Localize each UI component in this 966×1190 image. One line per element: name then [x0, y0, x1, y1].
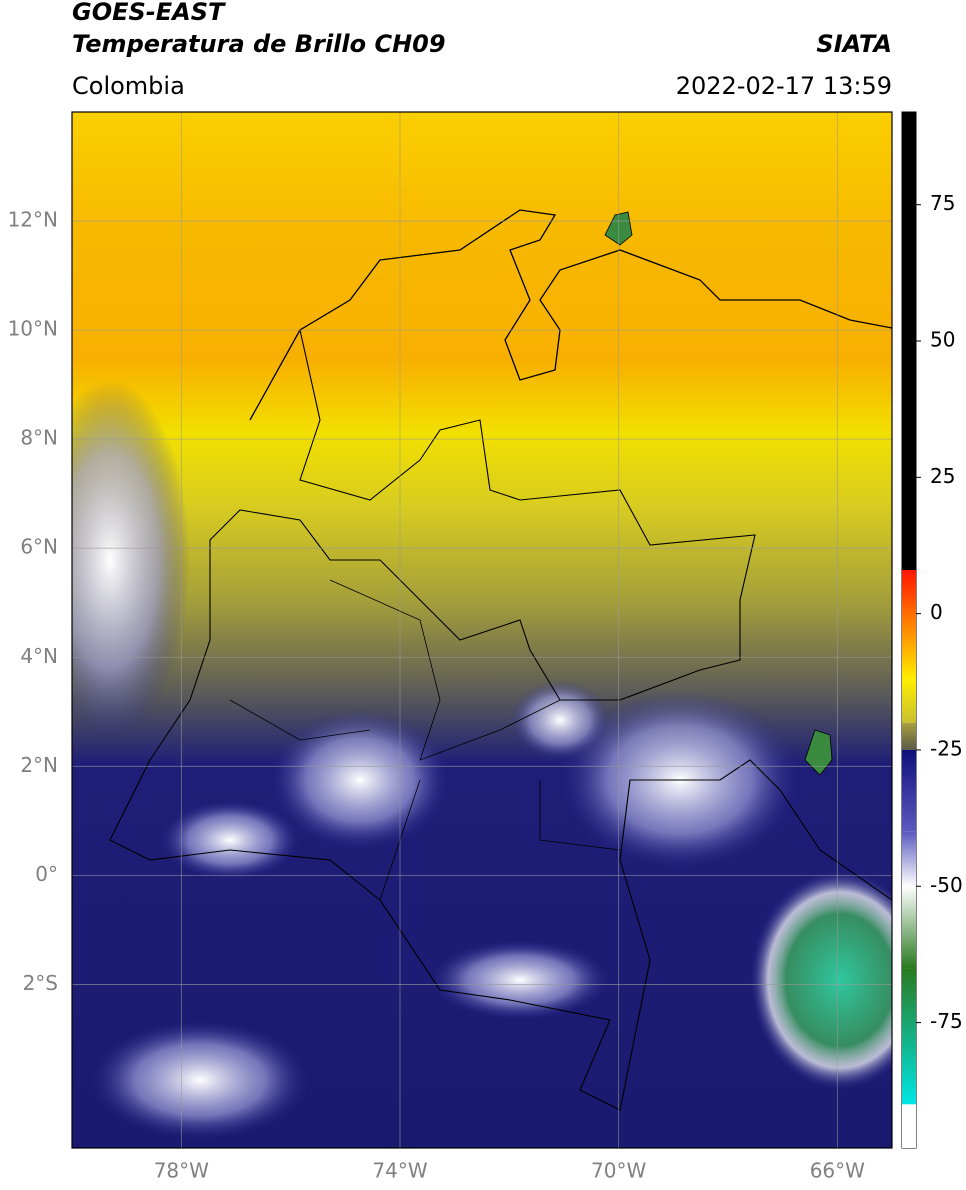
colorbar-tick-label: -25: [930, 736, 963, 760]
colorbar-tick-label: 0: [930, 600, 943, 624]
colorbar-tick-label: -50: [930, 873, 963, 897]
datetime: 2022-02-17 13:59: [676, 72, 892, 100]
colorbar-tick-label: -75: [930, 1009, 963, 1033]
lat-tick-label: 6°N: [20, 535, 58, 559]
colorbar-segment: [902, 749, 916, 832]
lat-tick-label: 0°: [35, 862, 58, 886]
colorbar-segment: [902, 886, 916, 969]
source: SIATA: [816, 30, 892, 58]
satellite-image: [72, 112, 892, 1148]
map-frame: [71, 111, 893, 1149]
lat-tick-label: 12°N: [8, 208, 58, 232]
colorbar-segment: [902, 1104, 916, 1148]
lat-tick-label: 2°S: [23, 971, 58, 995]
title-line1: GOES-EAST: [72, 0, 226, 26]
colorbar-tick-label: 75: [930, 191, 955, 215]
colorbar-segment: [902, 112, 916, 571]
colorbar-segment: [902, 679, 916, 723]
colorbar-tick-label: 25: [930, 464, 955, 488]
lon-tick-label: 74°W: [372, 1159, 427, 1183]
lat-tick-label: 8°N: [20, 426, 58, 450]
lon-tick-label: 78°W: [154, 1159, 209, 1183]
region: Colombia: [72, 72, 185, 100]
lat-tick-label: 4°N: [20, 644, 58, 668]
lon-tick-label: 70°W: [591, 1159, 646, 1183]
lat-tick-label: 10°N: [8, 317, 58, 341]
colorbar-tick-label: 50: [930, 328, 955, 352]
colorbar-segment: [902, 831, 916, 887]
title-line2: Temperatura de Brillo CH09: [72, 30, 446, 58]
lat-tick-label: 2°N: [20, 753, 58, 777]
lon-tick-label: 66°W: [810, 1159, 865, 1183]
colorbar-segment: [902, 570, 916, 680]
colorbar-segment: [902, 968, 916, 1105]
colorbar-segment: [902, 722, 916, 750]
graticule: [72, 112, 892, 1148]
